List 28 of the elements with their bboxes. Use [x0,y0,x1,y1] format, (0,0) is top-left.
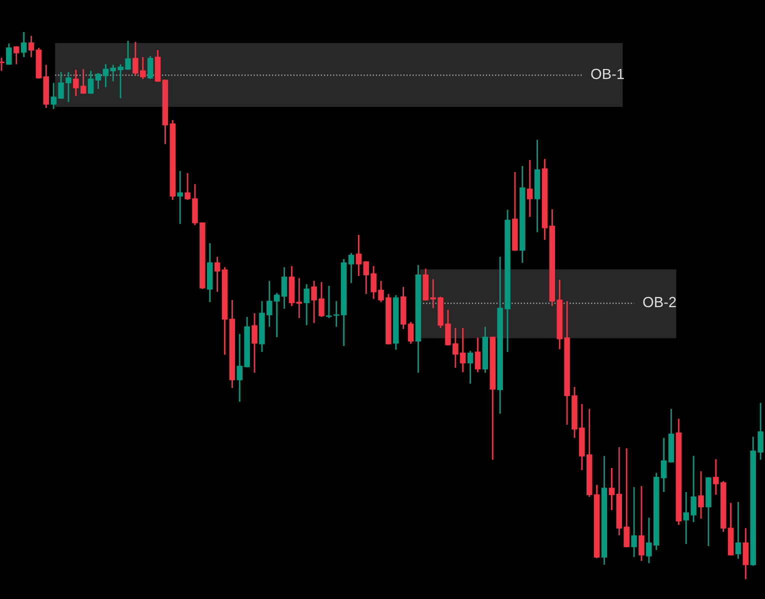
candlestick [638,485,644,562]
ref-line-label: OB-2 [643,296,676,308]
candlestick [742,527,749,580]
candlestick [20,31,27,58]
candlestick [13,46,20,65]
candlestick [0,57,4,72]
candlestick [252,312,258,374]
candlestick [28,35,34,58]
candlestick [356,234,362,277]
candlestick [698,470,704,520]
candlestick [474,337,481,373]
candlestick [304,283,310,326]
candlestick [467,350,474,384]
candlestick [177,170,183,225]
candlestick [88,70,94,94]
candlestick [214,256,220,293]
candlestick [408,321,414,344]
candlestick [660,437,667,493]
candlestick [281,266,288,310]
candlestick [147,55,154,80]
candlestick [95,72,102,90]
candlestick [735,501,742,560]
candlestick [526,159,533,218]
candlestick [348,252,354,284]
candlestick [608,467,615,511]
candlestick [6,42,12,66]
candlestick [631,486,637,558]
ref-line-label: OB-1 [591,68,624,80]
